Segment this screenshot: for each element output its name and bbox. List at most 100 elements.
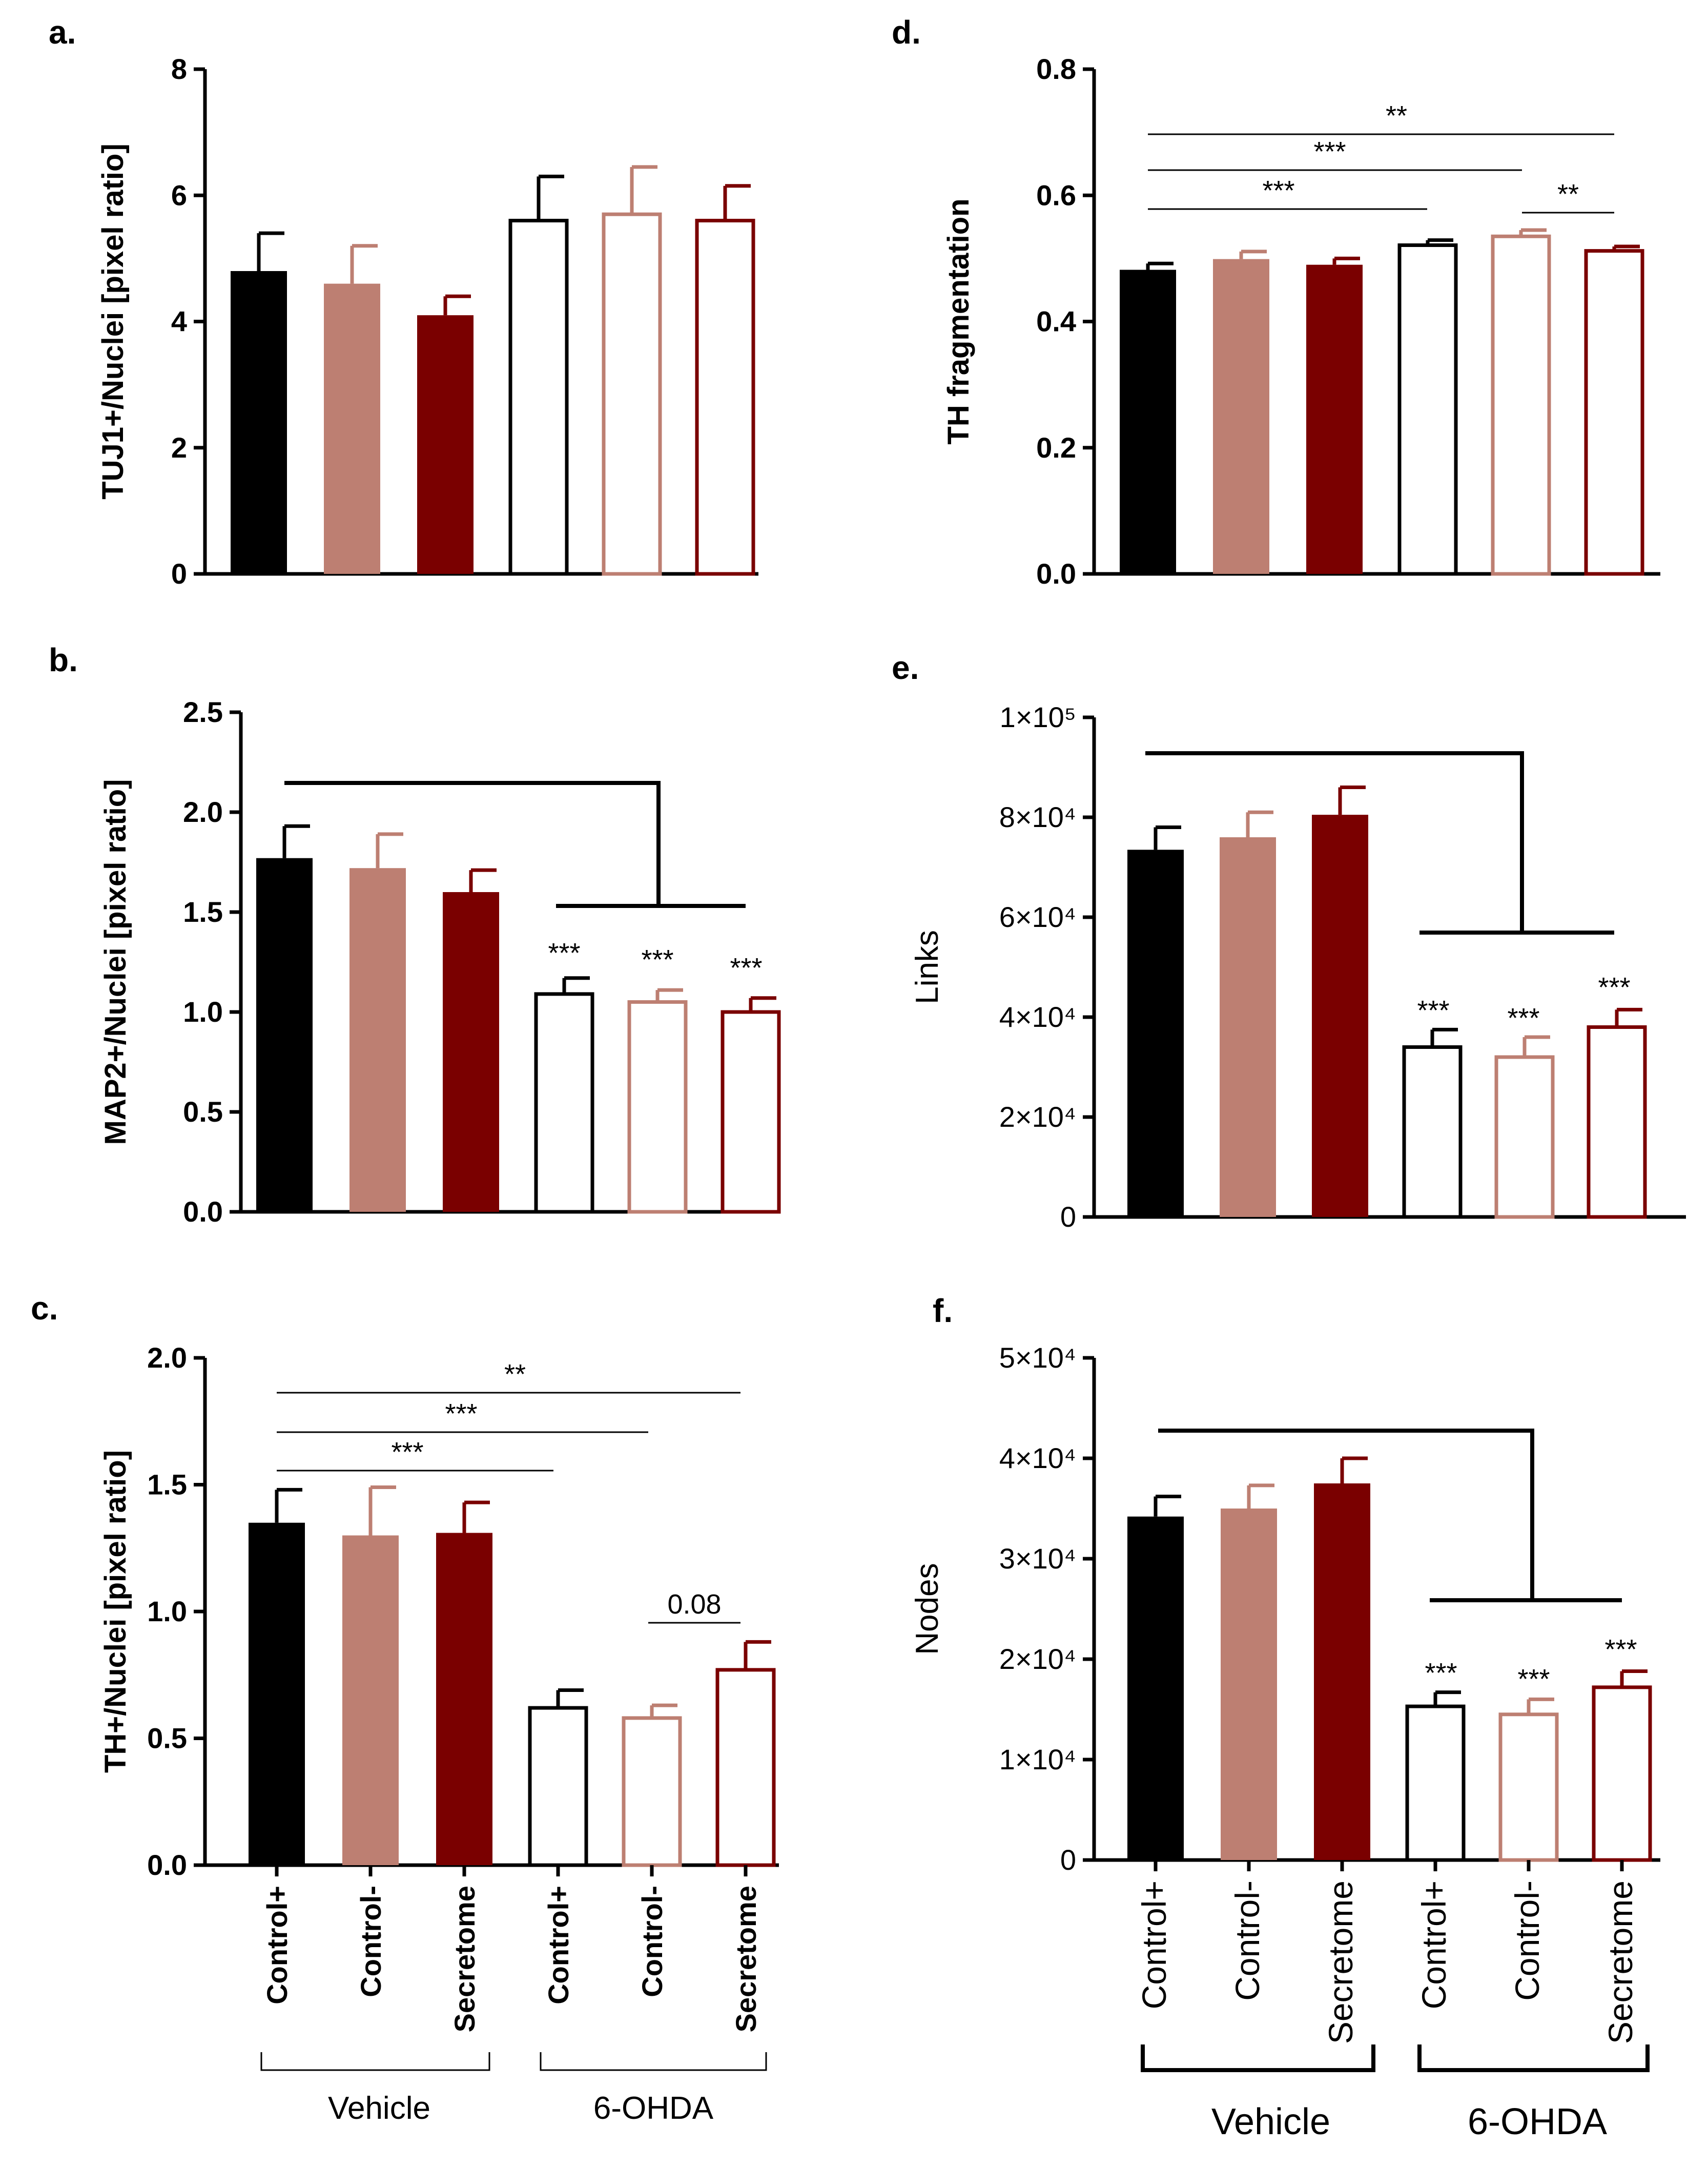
significance-label: *** [445, 1398, 477, 1429]
bar [342, 1535, 399, 1865]
bar [1498, 1712, 1559, 1862]
bar [1314, 1483, 1370, 1860]
significance-label: ** [1386, 100, 1407, 131]
x-category-label: Control+ [1415, 1881, 1453, 2009]
y-tick-label: 0 [1060, 1844, 1076, 1876]
y-tick-label: 0.4 [1036, 305, 1076, 338]
x-category-label: Control- [1228, 1881, 1266, 2001]
chart-panel-b: b. 0.0 0.5 1.0 1.5 2.0 2.5 MAP2+/Nuclei [pixel … [49, 642, 781, 1228]
y-tick-label: 0.5 [147, 1722, 187, 1754]
x-category-label: Control+ [542, 1886, 574, 2005]
bar [324, 283, 380, 574]
y-tick-label: 1×10⁴ [999, 1743, 1076, 1775]
bar [1127, 1516, 1184, 1860]
y-tick-label: 0.6 [1036, 179, 1076, 211]
bar [1584, 249, 1644, 576]
significance-label: *** [1425, 1658, 1457, 1688]
bar [534, 992, 594, 1214]
chart-panel-e: e. 0 2×10⁴ 4×10⁴ 6×10⁴ 8×10⁴ 1×10⁵ Links *** *** *… [892, 649, 1686, 1233]
chart-panel-d: d.0.00.20.40.60.8TH fragmentation*******… [892, 14, 1660, 590]
y-tick-label: 0.0 [1036, 557, 1076, 590]
y-tick-label: 0.8 [1036, 53, 1076, 85]
group-bracket-6ohda [540, 2052, 767, 2071]
panel-label: e. [892, 649, 919, 686]
bar [1397, 243, 1458, 576]
y-tick-label: 1.5 [147, 1469, 187, 1501]
group-label-6ohda: 6-OHDA [1468, 2101, 1607, 2142]
y-tick-label: 2 [171, 431, 187, 464]
y-tick-label: 8×10⁴ [999, 801, 1076, 833]
bar [1213, 259, 1269, 574]
significance-bracket [1158, 1429, 1622, 1602]
bar [1220, 837, 1276, 1217]
significance-bracket [1145, 751, 1614, 935]
y-tick-label: 6 [171, 179, 187, 211]
group-bracket-vehicle [1141, 2044, 1375, 2072]
y-tick-label: 2×10⁴ [999, 1643, 1076, 1675]
group-label-vehicle: Vehicle [328, 2091, 430, 2126]
x-category-label: Secretome [730, 1886, 762, 2032]
bar [622, 1716, 682, 1867]
y-tick-label: 1.5 [183, 896, 223, 928]
y-tick-label: 0.5 [183, 1096, 223, 1128]
x-category-label: Control+ [261, 1886, 293, 2005]
x-category-label: Secretome [1322, 1881, 1360, 2044]
x-category-label: Control+ [1135, 1881, 1173, 2009]
bar [1592, 1685, 1652, 1862]
bar [417, 315, 474, 574]
y-tick-label: 1×10⁵ [1000, 701, 1076, 733]
y-tick-label: 2.0 [183, 796, 223, 828]
y-axis-title: TH fragmentation [942, 198, 975, 444]
bar [1405, 1704, 1466, 1862]
y-tick-label: 0 [1060, 1201, 1076, 1233]
bar [627, 1000, 688, 1214]
y-tick-label: 1.0 [183, 996, 223, 1028]
y-axis-title: Links [910, 930, 945, 1004]
x-category-label: Control- [1508, 1881, 1546, 2001]
y-tick-label: 0.0 [183, 1195, 223, 1228]
significance-label: *** [1517, 1664, 1550, 1695]
bar [1127, 850, 1184, 1217]
chart-panel-c: c. 0.0 0.5 1.0 1.5 2.0 TH+/Nuclei [pixel ratio… [31, 1290, 779, 2126]
bar [508, 219, 569, 576]
significance-label: *** [1313, 136, 1346, 167]
bar [602, 212, 662, 576]
bar [231, 271, 287, 574]
x-category-label: Secretome [448, 1886, 481, 2032]
y-tick-label: 4×10⁴ [999, 1442, 1076, 1474]
panel-label: d. [892, 14, 921, 51]
y-tick-label: 5×10⁴ [999, 1341, 1076, 1374]
y-tick-label: 0.0 [147, 1849, 187, 1881]
group-label-vehicle: Vehicle [1211, 2101, 1330, 2142]
y-tick-label: 4 [171, 305, 187, 338]
x-category-label: Control- [636, 1886, 668, 1997]
y-tick-label: 2.0 [147, 1341, 187, 1374]
group-bracket-6ohda [1417, 2044, 1650, 2072]
bar [721, 1010, 781, 1214]
bar [1306, 264, 1363, 574]
bar [1312, 815, 1368, 1217]
panel-label: f. [933, 1292, 953, 1329]
bar [1494, 1055, 1555, 1219]
y-tick-label: 0 [171, 557, 187, 590]
bar [349, 868, 406, 1212]
significance-label: *** [1604, 1634, 1637, 1665]
bar [528, 1706, 588, 1867]
y-tick-label: 1.0 [147, 1595, 187, 1627]
significance-label: 0.08 [667, 1589, 721, 1620]
significance-label: ** [504, 1359, 526, 1390]
significance-label: *** [1598, 972, 1630, 1003]
y-tick-label: 2.5 [183, 696, 223, 728]
bar [1221, 1509, 1277, 1860]
significance-label: *** [548, 938, 580, 968]
bar [256, 858, 313, 1212]
y-tick-label: 8 [171, 53, 187, 85]
y-axis-title: TH+/Nuclei [pixel ratio] [99, 1450, 132, 1773]
significance-label: *** [1417, 995, 1449, 1026]
bar [715, 1668, 776, 1867]
chart-panel-f: f. 0 1×10⁴ 2×10⁴ 3×10⁴ 4×10⁴ 5×10⁴ Nodes *** *** *… [910, 1292, 1660, 2142]
y-tick-label: 4×10⁴ [999, 1001, 1076, 1033]
y-axis-title: MAP2+/Nuclei [pixel ratio] [99, 779, 132, 1145]
bar [1120, 270, 1176, 574]
